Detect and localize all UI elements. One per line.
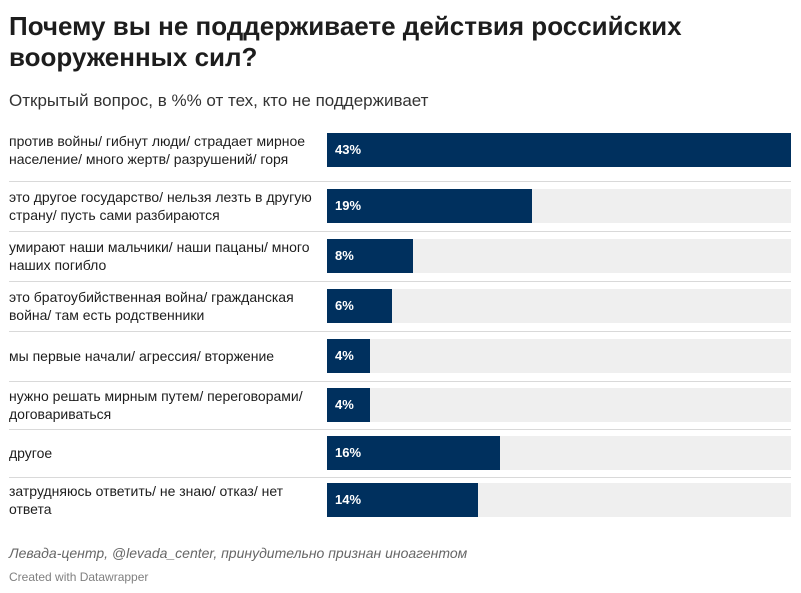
row-separator [9, 429, 791, 430]
category-label: мы первые начали/ агрессия/ вторжение [9, 348, 275, 364]
bar-track: 14% [327, 483, 791, 517]
bar-row: умирают наши мальчики/ наши пацаны/ мног… [9, 231, 791, 281]
bar: 19% [327, 189, 532, 223]
bar: 16% [327, 436, 500, 470]
bar: 4% [327, 339, 370, 373]
value-label: 14% [335, 492, 362, 507]
source-note: Левада-центр, @levada_center, принудител… [9, 545, 468, 561]
bar-row: другое 16% [9, 429, 791, 477]
bar-row: мы первые начали/ агрессия/ вторжение 4% [9, 331, 791, 381]
row-separator [9, 231, 791, 232]
bar-chart: против войны/ гибнут люди/ страдает мирн… [0, 119, 801, 523]
category-label: против войны/ гибнут люди/ страдает мирн… [9, 133, 306, 167]
chart-title: Почему вы не поддерживаете действия росс… [9, 11, 682, 72]
bar: 4% [327, 388, 370, 422]
value-label: 4% [335, 348, 354, 363]
bar-row: это братоубийственная война/ гражданская… [9, 281, 791, 331]
bar: 14% [327, 483, 478, 517]
row-separator [9, 381, 791, 382]
row-separator [9, 281, 791, 282]
value-label: 43% [335, 142, 362, 157]
category-label: это братоубийственная война/ гражданская… [9, 289, 294, 323]
row-separator [9, 181, 791, 182]
category-label: нужно решать мирным путем/ переговорами/… [9, 388, 303, 422]
bar-row: это другое государство/ нельзя лезть в д… [9, 181, 791, 231]
value-label: 6% [335, 298, 354, 313]
category-label: другое [9, 445, 53, 461]
bar-track: 4% [327, 339, 791, 373]
value-label: 16% [335, 445, 362, 460]
category-label: затрудняюсь ответить/ не знаю/ отказ/ не… [9, 483, 284, 517]
bar-row: нужно решать мирным путем/ переговорами/… [9, 381, 791, 429]
row-separator [9, 331, 791, 332]
row-separator [9, 477, 791, 478]
bar-track: 43% [327, 133, 791, 167]
bar-track: 4% [327, 388, 791, 422]
bar-track: 19% [327, 189, 791, 223]
bar-row: затрудняюсь ответить/ не знаю/ отказ/ не… [9, 477, 791, 523]
bar-track: 8% [327, 239, 791, 273]
value-label: 4% [335, 397, 354, 412]
value-label: 8% [335, 248, 354, 263]
chart-subtitle: Открытый вопрос, в %% от тех, кто не под… [9, 91, 429, 110]
bar-track: 16% [327, 436, 791, 470]
value-label: 19% [335, 198, 362, 213]
bar: 6% [327, 289, 392, 323]
datawrapper-credit[interactable]: Created with Datawrapper [9, 570, 149, 584]
bar-row: против войны/ гибнут люди/ страдает мирн… [9, 119, 791, 181]
bar-track: 6% [327, 289, 791, 323]
bar: 8% [327, 239, 413, 273]
bar: 43% [327, 133, 791, 167]
category-label: умирают наши мальчики/ наши пацаны/ мног… [9, 239, 310, 273]
category-label: это другое государство/ нельзя лезть в д… [9, 189, 312, 223]
